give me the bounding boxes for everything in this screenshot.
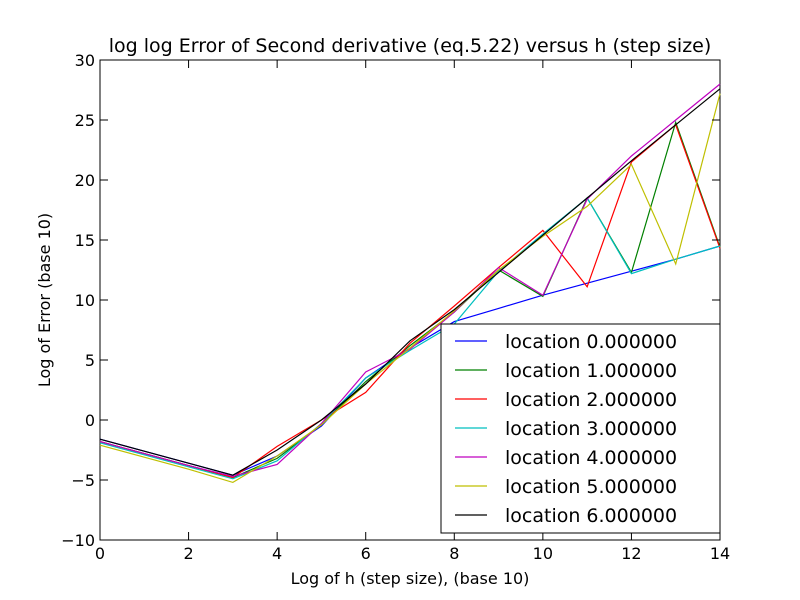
legend: location 0.000000 location 1.000000 locati… bbox=[440, 323, 721, 534]
legend-entry-label: location 5.000000 bbox=[505, 476, 677, 498]
y-tick-label: −10 bbox=[61, 531, 95, 550]
y-tick-label: 10 bbox=[75, 291, 95, 310]
series-line-6 bbox=[99, 88, 721, 476]
ticks-layer: 0 2 4 6 8 10 12 14 −10 −5 0 5 10 15 20 25 30 bbox=[61, 51, 730, 563]
chart-title: log log Error of Second derivative (eq.5… bbox=[109, 35, 712, 57]
x-tick-label: 8 bbox=[449, 544, 459, 563]
plot-area: 0 2 4 6 8 10 12 14 −10 −5 0 5 10 15 20 25 30 bbox=[61, 51, 730, 563]
y-tick-label: 20 bbox=[75, 171, 95, 190]
series-line-5 bbox=[99, 93, 721, 484]
x-tick-label: 2 bbox=[183, 544, 193, 563]
y-tick-label: 25 bbox=[75, 111, 95, 130]
y-tick-label: 0 bbox=[85, 411, 95, 430]
y-tick-label: −5 bbox=[71, 471, 95, 490]
x-axis-label: Log of h (step size), (base 10) bbox=[291, 569, 530, 588]
y-tick-label: 30 bbox=[75, 51, 95, 70]
legend-entry-label: location 1.000000 bbox=[505, 360, 677, 382]
y-tick-label: 5 bbox=[85, 351, 95, 370]
x-tick-label: 12 bbox=[621, 544, 641, 563]
x-tick-label: 10 bbox=[533, 544, 553, 563]
legend-entry-label: location 2.000000 bbox=[505, 389, 677, 411]
series-layer bbox=[99, 83, 721, 484]
series-line-3 bbox=[99, 197, 721, 480]
x-tick-label: 0 bbox=[95, 544, 105, 563]
x-tick-label: 14 bbox=[710, 544, 730, 563]
legend-entry-label: location 0.000000 bbox=[505, 331, 677, 353]
series-line-4 bbox=[99, 83, 721, 478]
legend-entry-label: location 4.000000 bbox=[505, 447, 677, 469]
legend-entry-label: location 3.000000 bbox=[505, 418, 677, 440]
x-tick-label: 4 bbox=[272, 544, 282, 563]
x-tick-label: 6 bbox=[361, 544, 371, 563]
legend-box bbox=[440, 323, 721, 534]
y-tick-label: 15 bbox=[75, 231, 95, 250]
legend-entry-label: location 6.000000 bbox=[505, 505, 677, 527]
y-axis-label: Log of Error (base 10) bbox=[35, 213, 54, 387]
